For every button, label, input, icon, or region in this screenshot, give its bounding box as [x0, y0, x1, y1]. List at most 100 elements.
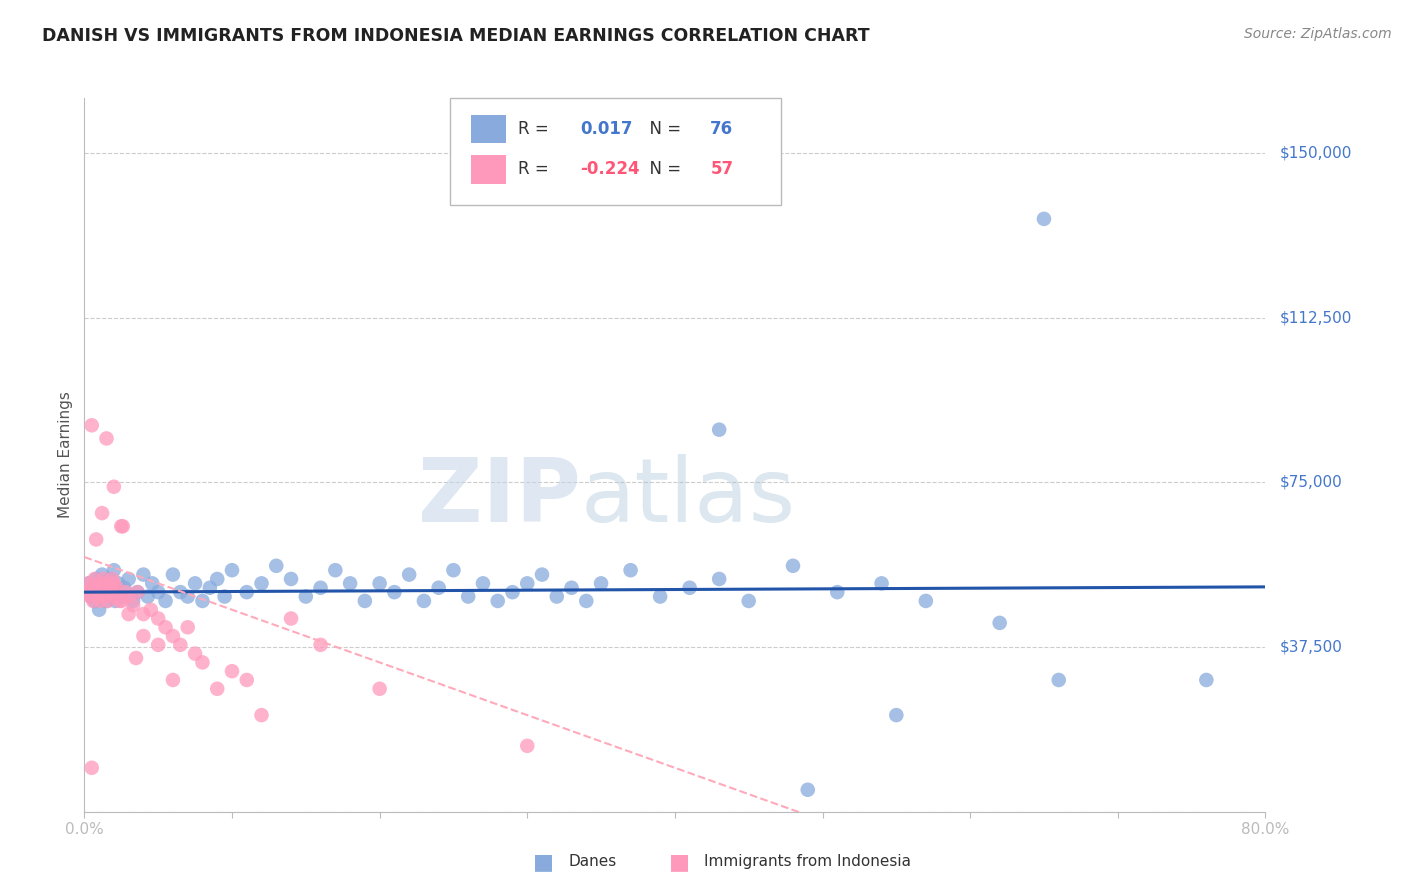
Point — [191, 594, 214, 608]
Point — [441, 563, 464, 577]
Point — [162, 673, 184, 687]
Text: ZIP: ZIP — [418, 454, 581, 541]
Point — [80, 581, 103, 595]
Point — [114, 585, 136, 599]
Text: Danes: Danes — [568, 855, 617, 869]
Point — [323, 563, 347, 577]
Point — [98, 572, 121, 586]
Point — [501, 585, 523, 599]
Point — [82, 581, 104, 595]
Point — [914, 594, 936, 608]
Text: Source: ZipAtlas.com: Source: ZipAtlas.com — [1244, 27, 1392, 41]
FancyBboxPatch shape — [450, 98, 782, 205]
Point — [221, 563, 243, 577]
Point — [591, 576, 613, 591]
Text: 57: 57 — [710, 161, 734, 178]
Point — [105, 585, 128, 599]
Point — [221, 664, 243, 678]
Point — [93, 572, 115, 586]
Point — [136, 590, 159, 604]
Text: Immigrants from Indonesia: Immigrants from Indonesia — [704, 855, 911, 869]
Point — [125, 651, 148, 665]
Point — [132, 629, 155, 643]
Text: ■: ■ — [533, 852, 554, 871]
Point — [1032, 211, 1054, 226]
Point — [104, 594, 127, 608]
Point — [214, 590, 236, 604]
Point — [472, 576, 495, 591]
Point — [280, 572, 302, 586]
Point — [111, 519, 134, 533]
Point — [84, 572, 107, 586]
Point — [80, 590, 103, 604]
Point — [1047, 673, 1070, 687]
Point — [235, 585, 259, 599]
Point — [782, 558, 804, 573]
Point — [250, 576, 273, 591]
Point — [709, 572, 731, 586]
Point — [155, 620, 177, 634]
Point — [796, 782, 818, 797]
Text: DANISH VS IMMIGRANTS FROM INDONESIA MEDIAN EARNINGS CORRELATION CHART: DANISH VS IMMIGRANTS FROM INDONESIA MEDI… — [42, 27, 870, 45]
Point — [198, 581, 221, 595]
Point — [93, 590, 115, 604]
Point — [886, 708, 908, 723]
Point — [118, 607, 141, 621]
Text: $112,500: $112,500 — [1279, 310, 1351, 326]
Point — [280, 611, 302, 625]
Point — [90, 594, 112, 608]
Point — [457, 590, 479, 604]
Point — [83, 594, 105, 608]
Text: N =: N = — [640, 120, 686, 137]
Point — [101, 581, 124, 595]
Point — [264, 558, 288, 573]
Point — [988, 615, 1011, 630]
Point — [103, 563, 125, 577]
Text: $37,500: $37,500 — [1279, 640, 1343, 655]
Point — [127, 585, 149, 599]
Point — [112, 581, 135, 595]
Point — [709, 423, 731, 437]
Text: $75,000: $75,000 — [1279, 475, 1343, 490]
Point — [184, 576, 207, 591]
Point — [86, 585, 108, 599]
Point — [648, 590, 672, 604]
Point — [108, 594, 131, 608]
Point — [96, 594, 118, 608]
Point — [110, 519, 132, 533]
Point — [427, 581, 450, 595]
Point — [162, 567, 184, 582]
Point — [91, 506, 114, 520]
Point — [486, 594, 509, 608]
Point — [80, 761, 103, 775]
Point — [205, 681, 228, 696]
Point — [516, 576, 538, 591]
Text: ■: ■ — [669, 852, 690, 871]
Point — [205, 572, 228, 586]
Text: 76: 76 — [710, 120, 734, 137]
Point — [250, 708, 273, 723]
Point — [155, 594, 177, 608]
Point — [101, 572, 124, 586]
Point — [103, 480, 125, 494]
Point — [678, 581, 700, 595]
Point — [84, 585, 107, 599]
Point — [127, 585, 149, 599]
Point — [94, 576, 117, 591]
Point — [413, 594, 436, 608]
Point — [94, 590, 117, 604]
Point — [870, 576, 893, 591]
Point — [86, 590, 108, 604]
Point — [103, 590, 125, 604]
Point — [77, 576, 100, 591]
Point — [339, 576, 361, 591]
Point — [122, 599, 145, 613]
Point — [97, 585, 120, 599]
Point — [97, 594, 120, 608]
Point — [79, 590, 101, 604]
Point — [90, 581, 112, 595]
Point — [148, 611, 170, 625]
Point — [148, 585, 170, 599]
Text: R =: R = — [517, 161, 554, 178]
Point — [96, 432, 118, 446]
